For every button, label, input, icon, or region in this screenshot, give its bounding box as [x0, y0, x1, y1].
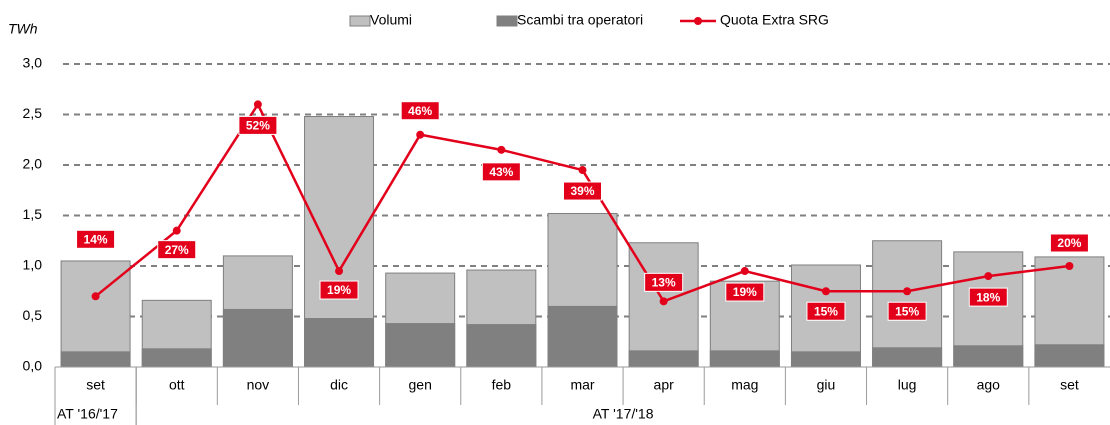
legend-label: Quota Extra SRG	[720, 12, 829, 28]
x-tick-label: ott	[169, 377, 185, 393]
legend-marker	[694, 17, 702, 25]
bar	[304, 318, 375, 368]
line-point	[578, 166, 587, 175]
line-point	[740, 267, 749, 276]
bar	[628, 350, 699, 368]
line-point	[497, 145, 506, 154]
value-label: 13%	[652, 276, 676, 290]
value-label-box	[644, 272, 684, 292]
x-tick-label: mar	[570, 377, 594, 393]
legend-label: Scambi tra operatori	[517, 12, 643, 28]
x-tick-label: set	[1060, 377, 1079, 393]
bar	[141, 348, 212, 368]
x-tick-label: set	[86, 377, 105, 393]
value-label-box	[319, 280, 359, 300]
group-label: AT '16/'17	[57, 406, 118, 422]
value-label: 18%	[976, 290, 1000, 304]
line-point	[253, 100, 262, 109]
value-label: 19%	[733, 285, 757, 299]
value-label: 20%	[1057, 236, 1081, 250]
value-label: 19%	[327, 283, 351, 297]
line-point	[91, 292, 100, 301]
value-label-box	[968, 287, 1008, 307]
bar	[790, 351, 861, 368]
x-tick-label: giu	[817, 377, 836, 393]
x-tick-label: mag	[731, 377, 758, 393]
bar	[385, 323, 456, 368]
value-label-box	[481, 162, 521, 182]
line-point	[335, 267, 344, 276]
x-tick-label: feb	[492, 377, 512, 393]
value-label-box	[725, 282, 765, 302]
y-tick-label: 2,0	[23, 156, 43, 172]
value-label: 14%	[84, 232, 108, 246]
value-label-box	[563, 181, 602, 201]
value-label-box	[76, 229, 116, 249]
y-tick-label: 1,5	[23, 206, 43, 222]
bar	[709, 350, 780, 368]
x-tick-label: dic	[330, 377, 348, 393]
bar	[222, 308, 293, 368]
group-label: AT '17/'18	[593, 406, 654, 422]
value-label-box	[238, 115, 278, 135]
bar	[953, 345, 1024, 368]
line-point	[416, 130, 425, 139]
y-tick-label: 0,5	[23, 307, 43, 323]
value-label: 27%	[165, 243, 189, 257]
x-tick-label: ago	[977, 377, 1001, 393]
y-tick-label: 3,0	[23, 55, 43, 71]
y-tick-label: 0,0	[23, 358, 43, 374]
value-label: 15%	[895, 304, 919, 318]
legend-label: Volumi	[370, 12, 412, 28]
bar	[872, 347, 943, 368]
y-axis-label: TWh	[8, 21, 38, 37]
line-point	[1065, 262, 1074, 270]
bar	[466, 324, 537, 368]
bar	[1034, 344, 1105, 368]
x-tick-label: lug	[898, 377, 917, 393]
line-point	[172, 226, 181, 235]
legend-swatch	[349, 15, 371, 27]
value-label: 46%	[408, 104, 432, 118]
value-label-box	[157, 240, 197, 260]
value-label: 52%	[246, 119, 270, 133]
x-tick-label: apr	[654, 377, 675, 393]
value-label: 15%	[814, 304, 838, 318]
value-label-box	[400, 101, 440, 121]
y-tick-label: 2,5	[23, 105, 43, 121]
value-label: 43%	[489, 165, 513, 179]
line-point	[903, 287, 912, 296]
line-point	[984, 272, 993, 281]
value-label-box	[806, 301, 846, 321]
y-tick-label: 1,0	[23, 257, 43, 273]
line-point	[659, 297, 668, 306]
value-label: 39%	[570, 184, 594, 198]
value-label-box	[887, 301, 927, 321]
legend-swatch	[496, 15, 518, 27]
x-tick-label: nov	[247, 377, 270, 393]
bar	[60, 351, 131, 368]
x-tick-label: gen	[409, 377, 432, 393]
line-point	[821, 287, 830, 296]
bar	[547, 305, 618, 368]
value-label-box	[1049, 233, 1089, 253]
